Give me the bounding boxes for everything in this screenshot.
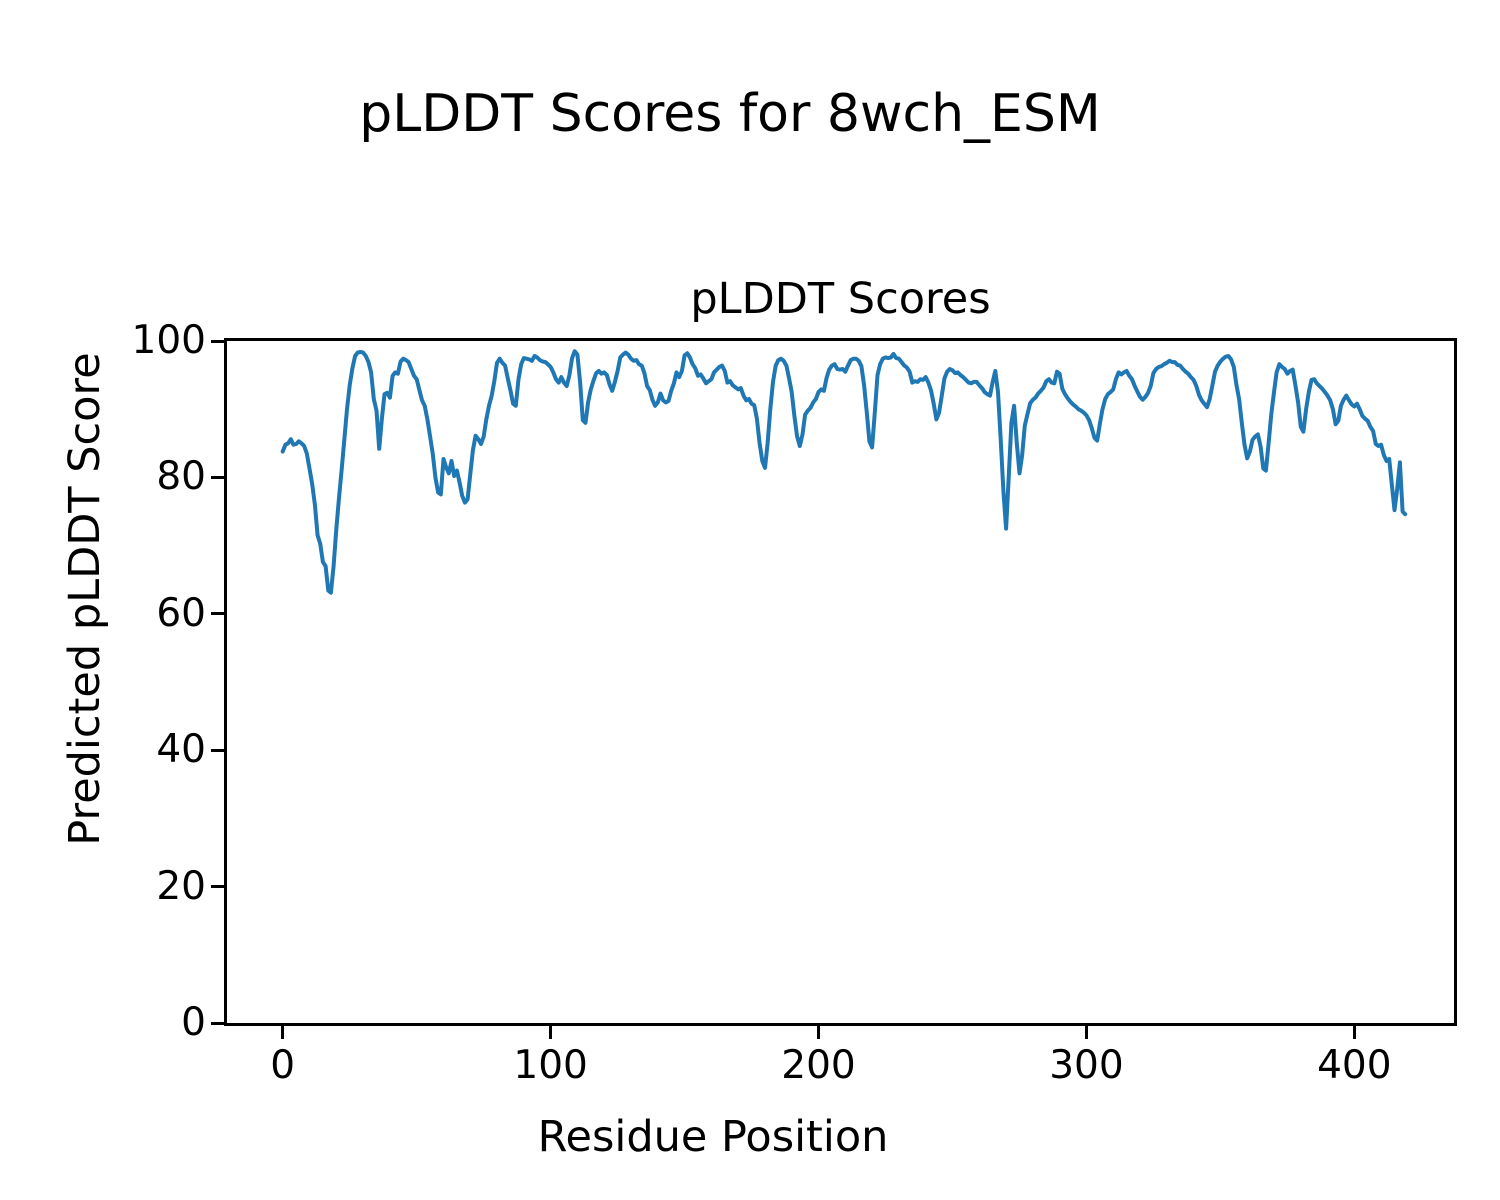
x-tick-label: 300 (1049, 1043, 1124, 1088)
y-tick-mark (211, 612, 224, 616)
y-tick-label: 0 (181, 1000, 206, 1045)
x-tick-label: 100 (513, 1043, 588, 1088)
y-tick-label: 100 (131, 318, 206, 363)
axes-title: pLDDT Scores (690, 274, 991, 324)
x-tick-label: 0 (270, 1043, 296, 1088)
y-tick-mark (211, 748, 224, 752)
y-tick-label: 40 (156, 727, 206, 773)
plddt-line (280, 349, 1408, 595)
y-tick-mark (211, 1021, 224, 1025)
x-tick-mark (1352, 1026, 1356, 1039)
y-tick-label: 60 (156, 590, 206, 636)
x-tick-label: 200 (781, 1043, 856, 1088)
y-tick-label: 80 (156, 454, 206, 500)
plot-area-border (224, 338, 1457, 1026)
y-tick-mark (211, 339, 224, 343)
y-tick-mark (211, 475, 224, 479)
figure-title: pLDDT Scores for 8wch_ESM (359, 84, 1101, 144)
x-axis-label: Residue Position (537, 1112, 889, 1162)
y-tick-label: 20 (156, 863, 206, 909)
line-chart (280, 349, 1408, 595)
x-tick-mark (281, 1026, 285, 1039)
x-tick-mark (549, 1026, 553, 1039)
x-tick-mark (817, 1026, 821, 1039)
x-tick-mark (1084, 1026, 1088, 1039)
y-tick-mark (211, 885, 224, 889)
x-tick-label: 400 (1317, 1043, 1392, 1088)
